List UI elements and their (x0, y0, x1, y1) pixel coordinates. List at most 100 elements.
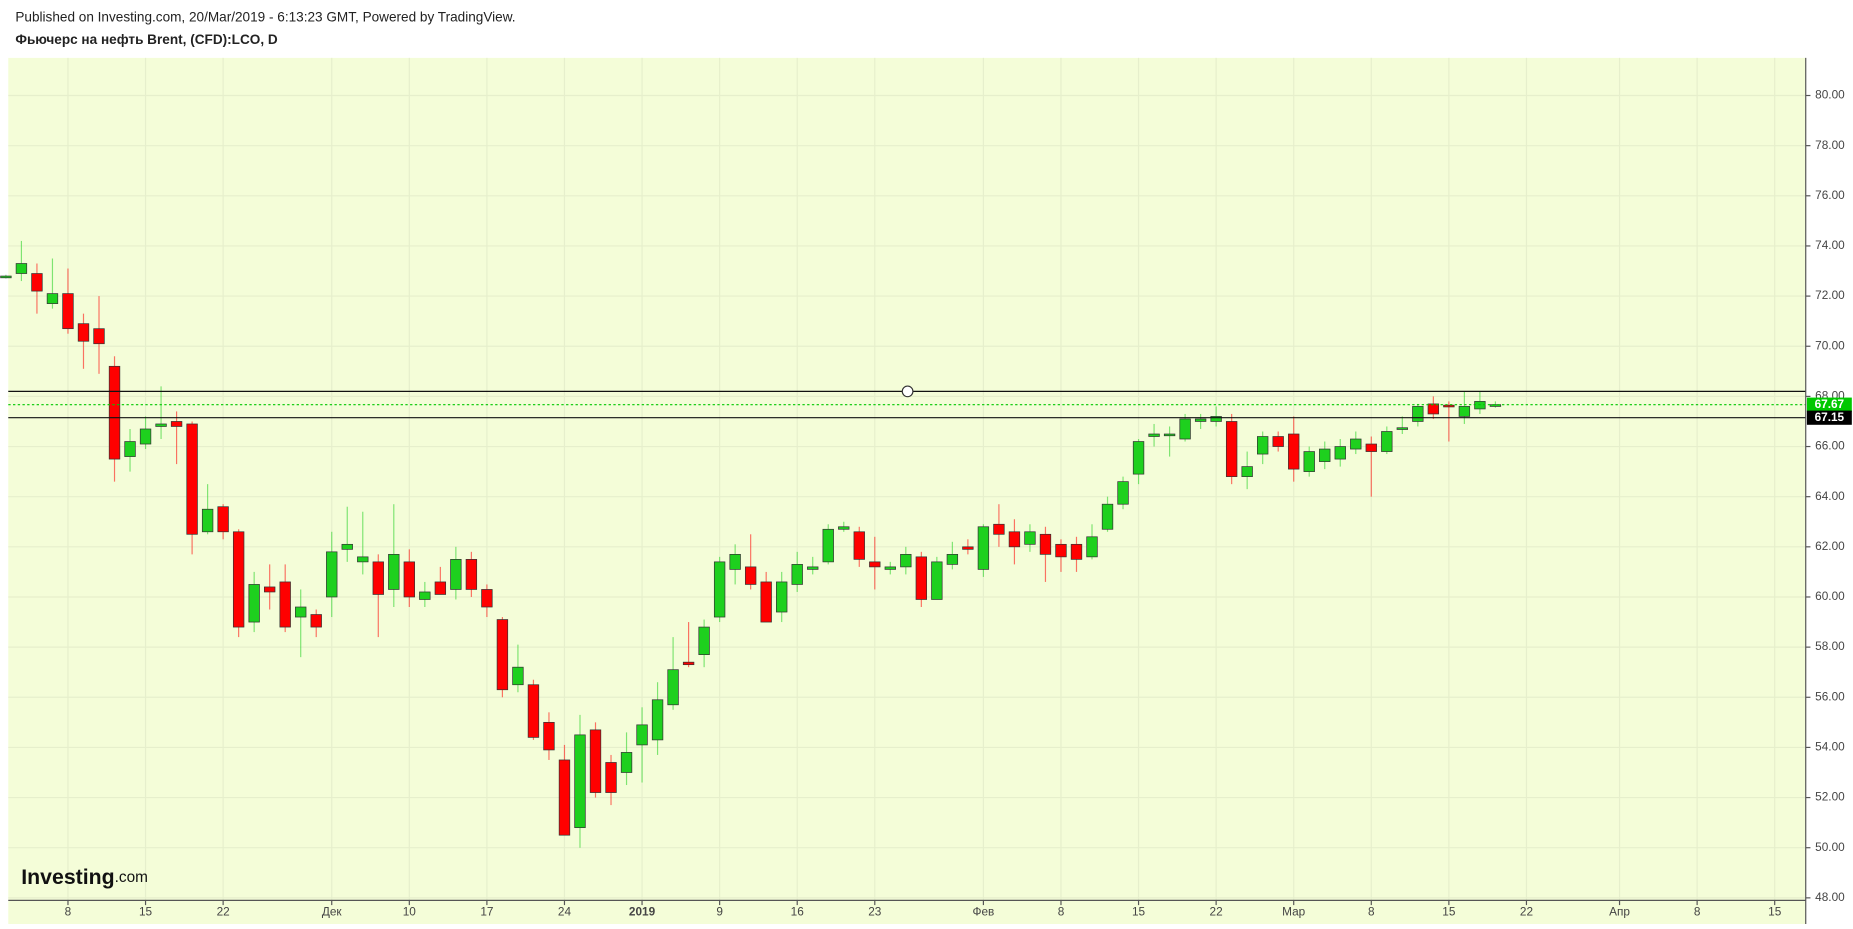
candle-body (481, 589, 493, 608)
y-tick-label: 70.00 (1815, 338, 1845, 352)
y-tick-label: 52.00 (1815, 790, 1845, 804)
x-tick-label: 15 (1442, 904, 1456, 918)
x-tick-label: Мар (1282, 904, 1306, 918)
candle-body (357, 556, 369, 563)
candle-body (1458, 406, 1471, 417)
x-tick-label: 8 (1694, 904, 1701, 918)
candle-body (791, 564, 803, 585)
candle-body (838, 526, 850, 530)
instrument-title: Фьючерс на нефть Brent, (CFD):LCO, D (15, 32, 278, 47)
candle-body (264, 586, 276, 593)
x-tick-label: 22 (217, 904, 230, 918)
candle-body (388, 553, 400, 590)
candle-body (1163, 433, 1176, 437)
candle-body (77, 323, 90, 342)
candle-body (946, 553, 959, 565)
candle-body (310, 614, 322, 628)
candle-body (807, 566, 819, 570)
y-tick-label: 66.00 (1815, 439, 1845, 453)
candle-body (0, 275, 12, 279)
line-handle (901, 385, 914, 398)
candle-body (527, 684, 540, 738)
x-tick-label: 15 (1132, 904, 1146, 918)
candle-body (993, 523, 1005, 535)
candle-body (1024, 531, 1036, 545)
x-tick-label: 10 (403, 904, 417, 918)
last-price-label-box (1806, 397, 1852, 412)
x-tick-label: Дек (322, 904, 343, 918)
level-label-box (1806, 410, 1852, 425)
last-price-label: 67.67 (1815, 397, 1845, 411)
watermark-brand: Investing (21, 865, 114, 889)
y-tick-label: 64.00 (1815, 489, 1845, 503)
candle-body (760, 581, 772, 623)
candle-body (201, 508, 214, 533)
candle-body (558, 759, 571, 836)
candle-body (776, 581, 788, 613)
candle-body (93, 328, 105, 345)
candle-body (900, 553, 912, 568)
candle-body (1443, 404, 1455, 408)
candle-body (1132, 441, 1145, 475)
candle-body (1257, 436, 1269, 455)
candle-body (884, 566, 896, 570)
candle-body (450, 559, 462, 590)
candle-body (248, 584, 260, 623)
y-tick-label: 80.00 (1815, 88, 1845, 102)
x-tick-label: 23 (868, 904, 882, 918)
candle-body (419, 591, 431, 600)
candle-body (512, 666, 524, 686)
candle-body (279, 581, 291, 628)
candle-body (605, 762, 617, 793)
candle-body (1396, 427, 1408, 430)
candle-body (915, 556, 928, 600)
y-tick-label: 54.00 (1815, 740, 1845, 754)
candle-body (232, 531, 245, 628)
candle-body (1179, 418, 1191, 440)
candle-body (574, 734, 586, 829)
candle-body (124, 441, 136, 457)
x-tick-label: 8 (1058, 904, 1065, 918)
y-tick-label: 72.00 (1815, 288, 1845, 302)
candle-body (1225, 421, 1238, 477)
plot-background (8, 57, 1806, 924)
candle-body (31, 273, 43, 292)
candle-body (698, 626, 710, 656)
y-tick-label: 58.00 (1815, 639, 1845, 653)
candles (0, 240, 1806, 848)
x-tick-label: 22 (1210, 904, 1223, 918)
candle-body (822, 528, 834, 563)
x-tick-label: Фев (972, 904, 994, 918)
y-tick-label: 74.00 (1815, 238, 1845, 252)
candle-body (651, 699, 664, 741)
y-tick-label: 62.00 (1815, 539, 1845, 553)
x-tick-label: 8 (65, 904, 72, 918)
candle-body (62, 293, 74, 330)
x-tick-label: 24 (558, 904, 572, 918)
candle-body (962, 546, 974, 550)
candle-body (170, 421, 183, 427)
candle-body (1008, 531, 1021, 548)
x-tick-label: Апр (1609, 904, 1630, 918)
candle-body (217, 506, 229, 533)
candle-body (589, 729, 602, 793)
candle-body (1350, 438, 1362, 450)
x-tick-label: 17 (480, 904, 493, 918)
candle-body (620, 752, 633, 773)
candle-body (326, 551, 338, 598)
candle-body (1272, 436, 1284, 447)
candle-body (729, 553, 741, 570)
y-tick-label: 76.00 (1815, 188, 1845, 202)
x-tick-label: 15 (139, 904, 153, 918)
candle-body (744, 566, 757, 585)
candle-body (496, 619, 509, 691)
candle-body (977, 526, 990, 570)
candle-body (15, 263, 28, 274)
candle-body (1489, 404, 1502, 407)
candle-body (713, 561, 726, 618)
candle-body (1288, 433, 1300, 470)
candle-body (1039, 533, 1052, 555)
candle-body (465, 559, 478, 590)
candle-body (1210, 416, 1222, 422)
